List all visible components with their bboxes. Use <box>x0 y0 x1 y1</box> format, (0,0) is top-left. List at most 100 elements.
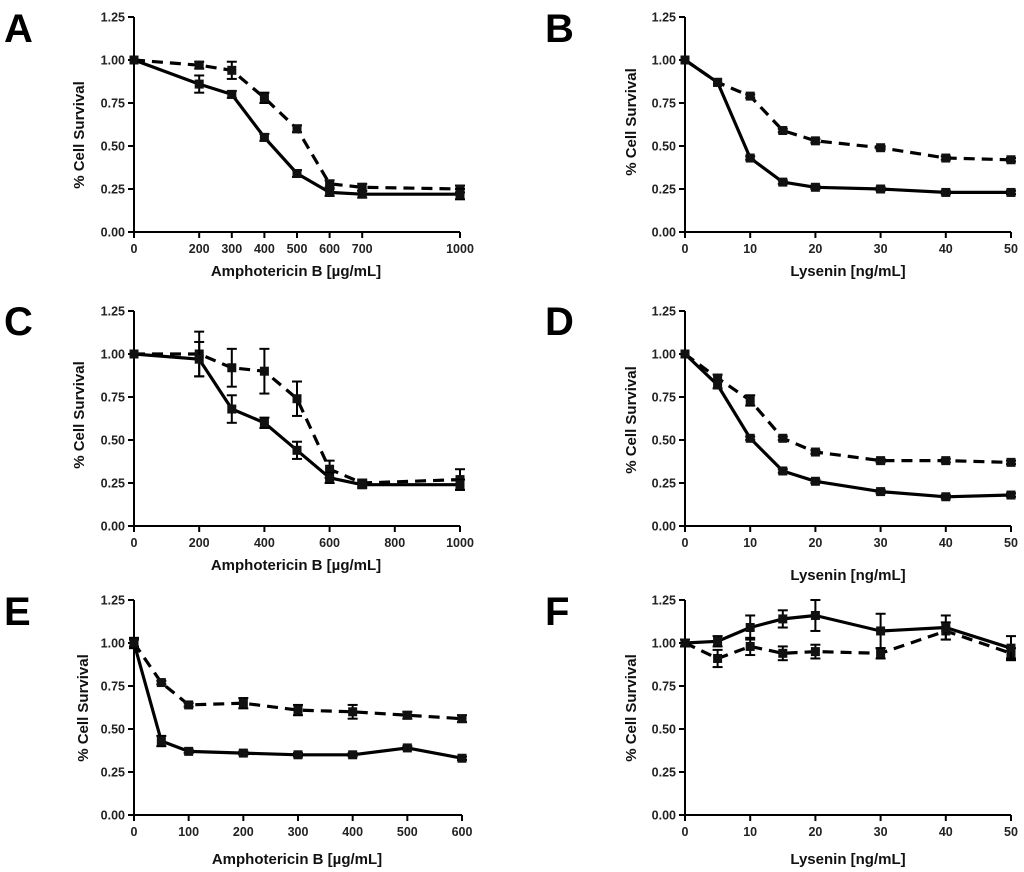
x-axis-title-C: Amphotericin B [µg/mL] <box>211 557 381 574</box>
y-tick-label-D: 0.00 <box>652 520 676 534</box>
data-point-solid-F <box>680 638 690 648</box>
y-tick-label-F: 1.00 <box>652 637 676 651</box>
data-point-dashed-E <box>156 678 166 688</box>
y-tick-label-C: 0.75 <box>101 391 125 405</box>
x-tick-label-A: 200 <box>189 242 210 256</box>
data-point-dashed-E <box>457 714 467 724</box>
data-point-solid-E <box>238 748 248 758</box>
panel-letter-E: E <box>4 590 31 634</box>
y-tick-label-F: 0.75 <box>652 680 676 694</box>
y-tick-label-E: 0.50 <box>101 723 125 737</box>
x-axis-title-D: Lysenin [ng/mL] <box>790 567 905 584</box>
x-tick-label-F: 0 <box>682 825 689 839</box>
data-point-solid-E <box>293 750 303 760</box>
y-tick-label-A: 0.50 <box>101 140 125 154</box>
y-tick-label-F: 0.25 <box>652 766 676 780</box>
data-point-solid-F <box>713 636 723 646</box>
data-point-solid-A <box>129 55 139 65</box>
x-tick-label-C: 0 <box>131 536 138 550</box>
panel-C: C % Cell Survival Amphotericin B [µg/mL] <box>4 300 381 574</box>
data-point-dashed-B <box>810 136 820 146</box>
data-point-dashed-A <box>357 182 367 192</box>
panel-D: D % Cell Survival Lysenin [ng/mL] <box>545 300 906 584</box>
data-point-dashed-F <box>745 641 755 651</box>
x-tick-label-B: 30 <box>874 242 888 256</box>
data-point-dashed-F <box>876 648 886 658</box>
data-point-dashed-C <box>259 366 269 376</box>
x-tick-label-C: 1000 <box>446 536 474 550</box>
panel-letter-C: C <box>4 300 33 344</box>
series-line-dashed-E <box>132 642 463 721</box>
data-point-dashed-D <box>876 456 886 466</box>
data-point-solid-B <box>680 55 690 65</box>
data-point-dashed-F <box>810 647 820 657</box>
x-tick-label-A: 500 <box>287 242 308 256</box>
x-tick-label-E: 100 <box>178 825 199 839</box>
y-tick-label-B: 1.25 <box>652 11 676 25</box>
x-tick-label-D: 10 <box>743 536 757 550</box>
x-tick-label-C: 400 <box>254 536 275 550</box>
data-point-dashed-F <box>713 653 723 663</box>
data-point-solid-A <box>325 187 335 197</box>
x-tick-label-A: 1000 <box>446 242 474 256</box>
data-point-dashed-C <box>227 363 237 373</box>
series-line-solid-E <box>132 642 463 760</box>
data-point-solid-B <box>713 77 723 87</box>
data-point-solid-B <box>810 182 820 192</box>
data-point-dashed-A <box>259 93 269 103</box>
y-axis-title-B: % Cell Survival <box>623 68 640 176</box>
y-tick-label-B: 0.75 <box>652 97 676 111</box>
x-tick-label-B: 0 <box>682 242 689 256</box>
y-tick-label-C: 0.25 <box>101 477 125 491</box>
data-point-solid-D <box>680 349 690 359</box>
series-line-solid-A <box>133 58 460 196</box>
y-tick-label-C: 0.50 <box>101 434 125 448</box>
x-tick-label-E: 300 <box>288 825 309 839</box>
data-point-solid-C <box>259 418 269 428</box>
y-tick-label-D: 0.75 <box>652 391 676 405</box>
data-point-solid-B <box>941 187 951 197</box>
x-tick-label-F: 40 <box>939 825 953 839</box>
data-point-solid-E <box>457 753 467 763</box>
plot-area-F: 0.00 0.25 0.50 0.75 1.00 1.25 0 10 20 30 40 50 <box>652 594 1018 840</box>
x-tick-label-B: 20 <box>808 242 822 256</box>
x-tick-label-E: 0 <box>131 825 138 839</box>
data-point-solid-A <box>455 189 465 199</box>
data-point-solid-E <box>348 750 358 760</box>
y-tick-label-F: 0.50 <box>652 723 676 737</box>
data-point-solid-E <box>184 746 194 756</box>
data-point-dashed-A <box>227 65 237 75</box>
data-point-solid-E <box>402 743 412 753</box>
x-tick-label-D: 20 <box>808 536 822 550</box>
data-point-solid-C <box>325 473 335 483</box>
data-point-dashed-C <box>292 394 302 404</box>
data-point-solid-D <box>778 466 788 476</box>
data-point-dashed-D <box>713 373 723 383</box>
plot-area-E: 0.00 0.25 0.50 0.75 1.00 1.25 0 100 200 300 400 500… <box>101 594 473 840</box>
data-point-solid-C <box>292 445 302 455</box>
x-tick-label-C: 800 <box>384 536 405 550</box>
y-tick-label-C: 1.00 <box>101 348 125 362</box>
data-point-dashed-B <box>876 143 886 153</box>
data-point-solid-C <box>129 349 139 359</box>
data-point-solid-F <box>810 610 820 620</box>
x-tick-label-E: 400 <box>342 825 363 839</box>
y-axis-title-F: % Cell Survival <box>623 654 640 762</box>
data-point-dashed-B <box>778 126 788 136</box>
x-tick-label-D: 50 <box>1004 536 1018 550</box>
x-tick-label-E: 200 <box>233 825 254 839</box>
panel-B: B % Cell Survival Lysenin [ng/mL] <box>545 7 906 280</box>
data-point-solid-E <box>129 638 139 648</box>
y-axis-title-D: % Cell Survival <box>623 366 640 474</box>
data-point-solid-F <box>1006 643 1016 653</box>
x-tick-label-C: 600 <box>319 536 340 550</box>
data-point-dashed-D <box>941 456 951 466</box>
y-tick-label-A: 0.75 <box>101 97 125 111</box>
x-tick-label-D: 0 <box>682 536 689 550</box>
data-point-solid-D <box>810 476 820 486</box>
data-point-dashed-B <box>745 91 755 101</box>
y-tick-label-D: 0.50 <box>652 434 676 448</box>
data-point-solid-C <box>357 480 367 490</box>
x-tick-label-E: 500 <box>397 825 418 839</box>
series-line-dashed-A <box>133 58 461 191</box>
